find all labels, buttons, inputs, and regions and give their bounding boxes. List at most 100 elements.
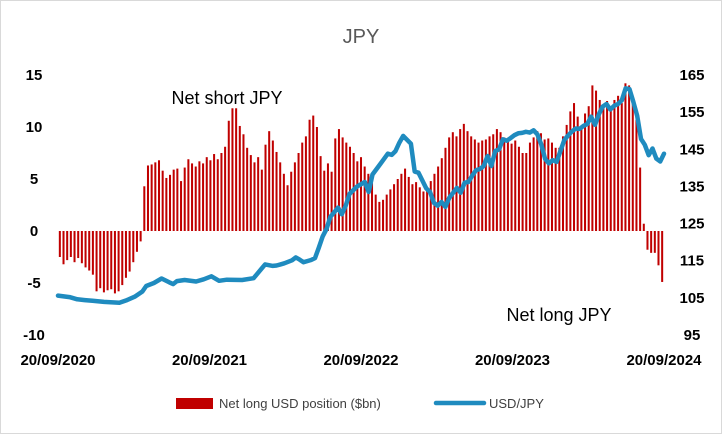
bar [334, 138, 337, 231]
bar [506, 141, 509, 231]
bar [411, 184, 414, 231]
bar [451, 132, 454, 231]
bar [547, 138, 550, 231]
bar [286, 185, 289, 231]
bar [209, 160, 212, 231]
left-axis-ticks: 15 10 5 0 -5 -10 [23, 67, 45, 344]
bar [473, 139, 476, 231]
bar [135, 231, 138, 252]
bar [631, 102, 634, 231]
bar [415, 182, 418, 231]
bar [154, 162, 157, 231]
bar [326, 163, 329, 231]
bar [499, 132, 502, 231]
bar [231, 108, 234, 231]
bar [249, 155, 252, 231]
left-tick-label: 0 [30, 223, 38, 240]
bar [143, 186, 146, 231]
bar [176, 168, 179, 231]
bar [455, 136, 458, 231]
bar [437, 166, 440, 231]
left-tick-label: 15 [26, 67, 43, 84]
bar [165, 177, 168, 231]
bar [191, 163, 194, 231]
bar [374, 194, 377, 231]
bar [293, 162, 296, 231]
bar [161, 170, 164, 231]
bar [492, 134, 495, 231]
left-tick-label: -10 [23, 327, 45, 344]
bar [382, 199, 385, 231]
right-tick-label: 145 [679, 141, 704, 158]
bar-series [58, 83, 664, 294]
bar [426, 187, 429, 231]
bar [459, 129, 462, 231]
bar [187, 159, 190, 231]
bar [646, 231, 649, 250]
bar [330, 171, 333, 231]
bar [573, 103, 576, 231]
bar [576, 116, 579, 231]
x-tick-label: 20/09/2023 [475, 352, 550, 369]
bar [213, 154, 216, 231]
bar [569, 111, 572, 231]
bar [146, 165, 149, 231]
bar [113, 231, 116, 294]
bar [132, 231, 135, 263]
bar [565, 124, 568, 231]
x-tick-label: 20/09/2024 [626, 352, 702, 369]
bar [58, 231, 61, 257]
bar [429, 181, 432, 231]
bar [264, 144, 267, 231]
bar [99, 231, 102, 289]
bar [238, 125, 241, 231]
bar [525, 153, 528, 231]
bar [62, 231, 65, 265]
bar [106, 231, 109, 291]
legend: Net long USD position ($bn) USD/JPY [176, 396, 544, 411]
left-tick-label: -5 [27, 275, 40, 292]
bar [407, 176, 410, 231]
x-tick-label: 20/09/2020 [20, 352, 95, 369]
bar [80, 231, 83, 264]
bar [624, 83, 627, 231]
bar [246, 147, 249, 231]
bar [253, 162, 256, 231]
bar [598, 99, 601, 232]
bar [110, 231, 113, 290]
bar [528, 142, 531, 231]
bar [481, 140, 484, 231]
bar [422, 191, 425, 231]
bar [591, 85, 594, 232]
bar [418, 187, 421, 231]
bar [653, 231, 656, 253]
bar [584, 113, 587, 231]
bar [385, 194, 388, 231]
right-tick-label: 165 [679, 67, 704, 84]
bar [117, 231, 120, 292]
bar [73, 231, 76, 263]
bar [183, 167, 186, 231]
bar [389, 189, 392, 231]
bar [620, 103, 623, 231]
left-tick-label: 5 [30, 171, 38, 188]
bar [121, 231, 124, 286]
bar [268, 131, 271, 231]
bar [345, 142, 348, 231]
line-series [55, 86, 667, 305]
bar [202, 163, 205, 231]
bar [661, 231, 664, 282]
bar [319, 156, 322, 231]
bar [628, 85, 631, 232]
bar [484, 139, 487, 231]
bar [488, 136, 491, 231]
bar [227, 120, 230, 231]
bar [363, 166, 366, 231]
bar [260, 169, 263, 231]
bar [315, 127, 318, 231]
bar [102, 231, 105, 293]
bar [180, 181, 183, 231]
bar [69, 231, 72, 257]
annotation-net-short: Net short JPY [171, 88, 282, 108]
